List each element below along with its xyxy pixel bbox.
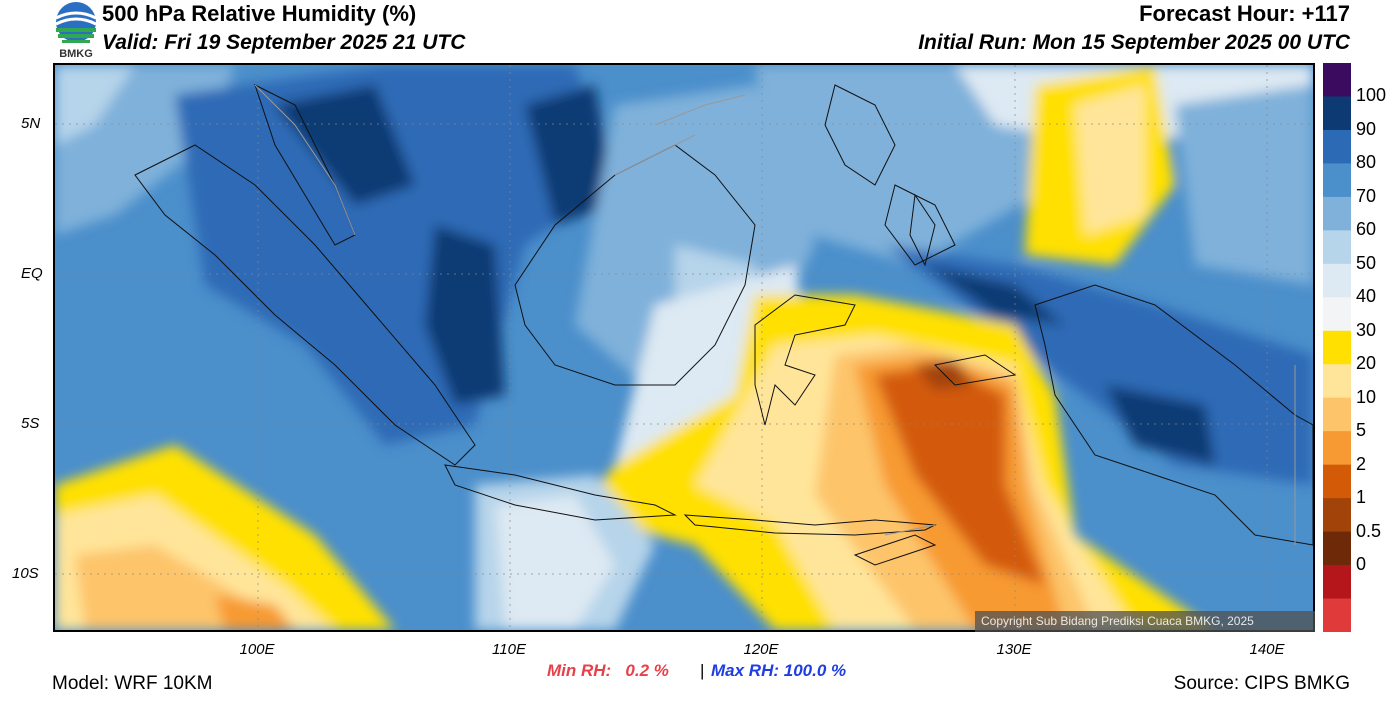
forecast-hour: Forecast Hour: +117 <box>1139 1 1350 26</box>
lon-label-110e: 110E <box>492 641 526 658</box>
graticule <box>55 65 1313 630</box>
lat-label-5n: 5N <box>21 115 41 132</box>
colorbar-swatch <box>1323 263 1351 298</box>
humidity-field <box>55 65 1313 630</box>
colorbar-swatch <box>1323 531 1351 566</box>
max-rh-value: 100.0 % <box>783 661 847 680</box>
lon-label-140e: 140E <box>1249 641 1285 658</box>
colorbar-swatch <box>1323 230 1351 265</box>
model-label: Model: WRF 10KM <box>52 673 213 694</box>
colorbar-label: 100 <box>1356 85 1387 106</box>
colorbar-swatch <box>1323 598 1351 632</box>
colorbar-swatch <box>1323 63 1351 97</box>
colorbar-swatch <box>1323 431 1351 466</box>
humidity-map <box>53 63 1315 632</box>
colorbar-label: 20 <box>1356 353 1377 374</box>
colorbar-swatch <box>1323 297 1351 332</box>
colorbar-label: 90 <box>1356 118 1377 139</box>
lat-label-10s: 10S <box>12 565 39 582</box>
valid-time: Valid: Fri 19 September 2025 21 UTC <box>102 31 466 54</box>
lat-label-eq: EQ <box>21 265 43 282</box>
min-rh: Min RH: 0.2 % <box>547 661 669 681</box>
colorbar-swatch <box>1323 498 1351 533</box>
colorbar-swatch <box>1323 397 1351 432</box>
colorbar-label: 0.5 <box>1356 520 1382 541</box>
colorbar-swatch <box>1323 565 1351 600</box>
colorbar-label: 80 <box>1356 152 1377 173</box>
lon-label-100e: 100E <box>239 641 275 658</box>
colorbar-label: 40 <box>1356 286 1377 307</box>
min-rh-value: 0.2 % <box>625 661 669 680</box>
max-rh: Max RH: 100.0 % <box>711 661 846 681</box>
colorbar-label: 60 <box>1356 219 1377 240</box>
svg-text:BMKG: BMKG <box>59 48 93 60</box>
colorbar-label: 5 <box>1356 420 1367 441</box>
stats-separator: | <box>700 661 705 680</box>
colorbar-label: 10 <box>1356 386 1377 407</box>
colorbar-label: 1 <box>1356 487 1367 508</box>
max-rh-label: Max RH: <box>711 661 780 680</box>
chart-title: 500 hPa Relative Humidity (%) <box>102 1 417 26</box>
colorbar-swatch <box>1323 330 1351 365</box>
initial-run: Initial Run: Mon 15 September 2025 00 UT… <box>918 31 1350 54</box>
borders <box>254 84 1296 545</box>
colorbar-swatch <box>1323 196 1351 231</box>
copyright-note: Copyright Sub Bidang Prediksi Cuaca BMKG… <box>975 611 1315 632</box>
colorbar-swatch <box>1323 364 1351 399</box>
colorbar-label: 0 <box>1356 554 1367 575</box>
colorbar-label: 50 <box>1356 252 1377 273</box>
colorbar-swatch <box>1323 464 1351 499</box>
colorbar <box>1323 63 1351 632</box>
colorbar-label: 2 <box>1356 453 1367 474</box>
source-label: Source: CIPS BMKG <box>1173 673 1350 694</box>
colorbar-label: 30 <box>1356 319 1377 340</box>
colorbar-swatch <box>1323 129 1351 164</box>
min-rh-label: Min RH: <box>547 661 612 680</box>
colorbar-swatch <box>1323 96 1351 131</box>
colorbar-swatch <box>1323 163 1351 198</box>
coastlines <box>134 84 1313 566</box>
bmkg-logo: BMKG <box>50 0 102 60</box>
lat-label-5s: 5S <box>21 415 40 432</box>
lon-label-130e: 130E <box>996 641 1032 658</box>
colorbar-label: 70 <box>1356 185 1377 206</box>
lon-label-120e: 120E <box>743 641 779 658</box>
